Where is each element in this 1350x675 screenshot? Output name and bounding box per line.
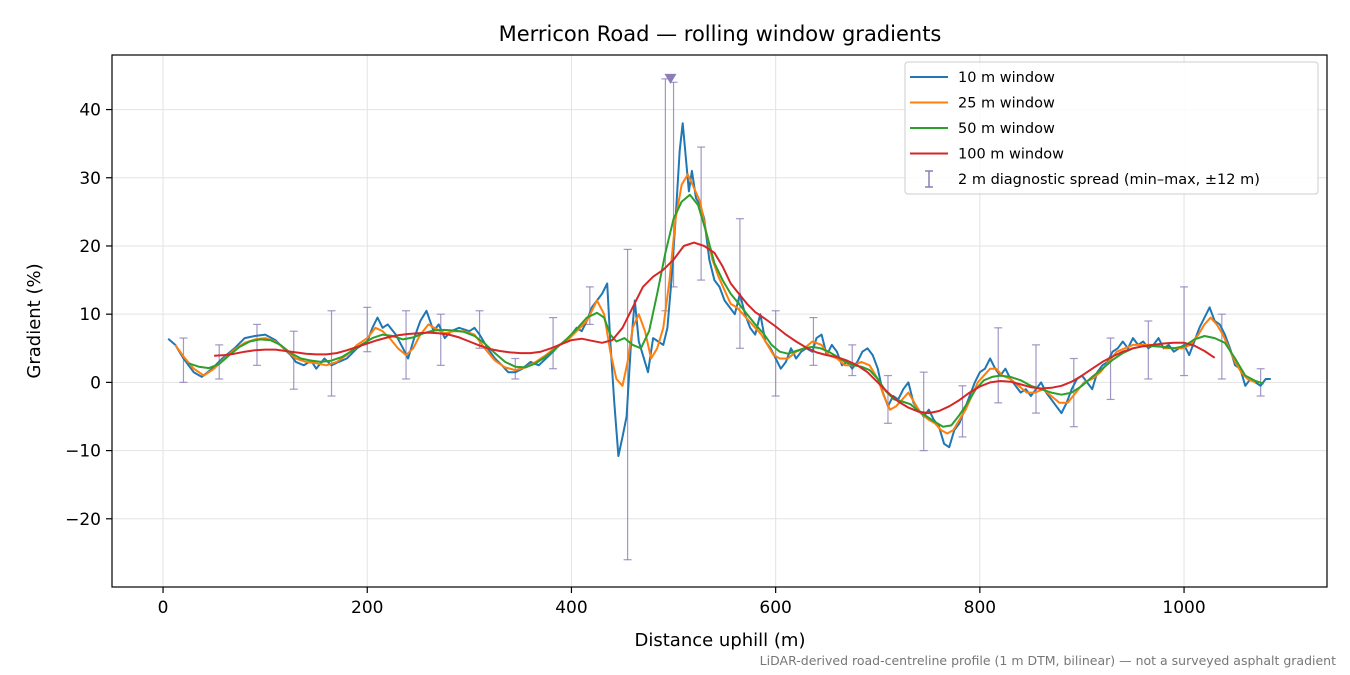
grid-lines xyxy=(112,55,1327,587)
legend-label: 10 m window xyxy=(958,70,1055,86)
legend-item-25-m-window: 25 m window xyxy=(910,96,1055,112)
y-tick-label: 0 xyxy=(90,373,101,393)
x-tick-label: 0 xyxy=(158,598,169,618)
diagnostic-spread-bar xyxy=(919,371,928,452)
diagnostic-spread-bar xyxy=(1217,313,1226,380)
legend-label: 50 m window xyxy=(958,121,1055,137)
legend-item-2-m-diagnostic-spread-min-max-12-m: 2 m diagnostic spread (min–max, ±12 m) xyxy=(925,170,1260,188)
legend-label: 2 m diagnostic spread (min–max, ±12 m) xyxy=(958,172,1260,188)
axis-ticks: 0 200 400 600 800 1000 −20 −10 0 10 20 30 40 xyxy=(65,101,1206,618)
series-line-100-m-window xyxy=(214,241,1216,415)
diagnostic-spread-bar xyxy=(179,337,188,383)
footnote: LiDAR-derived road-centreline profile (1… xyxy=(760,653,1336,668)
y-tick-label: −10 xyxy=(65,442,101,462)
chart-title: Merricon Road — rolling window gradients xyxy=(499,22,942,46)
y-tick-label: 30 xyxy=(79,169,101,189)
peak-marker-triangle xyxy=(664,73,677,84)
plot-frame xyxy=(111,54,1328,588)
legend-item-10-m-window: 10 m window xyxy=(910,70,1055,86)
diagnostic-spread-bar xyxy=(1180,286,1189,377)
diagnostic-spread-bar xyxy=(549,316,558,370)
legend-item-50-m-window: 50 m window xyxy=(910,121,1055,137)
diagnostic-spread-bar xyxy=(402,310,411,380)
y-axis-label: Gradient (%) xyxy=(24,263,45,378)
legend-box xyxy=(904,61,1319,195)
diagnostic-spread-bar xyxy=(1069,357,1078,428)
diagnostic-spread-bar xyxy=(883,374,892,424)
diagnostic-spread-bar xyxy=(771,310,780,397)
diagnostic-spread-bar xyxy=(252,323,261,366)
y-tick-label: −20 xyxy=(65,510,101,530)
x-tick-label: 600 xyxy=(759,598,791,618)
legend-label: 100 m window xyxy=(958,147,1064,163)
diagnostic-spread-bar xyxy=(511,357,520,380)
diagnostic-spread-bar xyxy=(1144,320,1153,380)
diagnostic-spread-bar xyxy=(735,218,744,349)
y-tick-label: 20 xyxy=(79,237,101,257)
legend-label: 25 m window xyxy=(958,96,1055,112)
x-axis-label: Distance uphill (m) xyxy=(635,630,806,651)
legend-item-100-m-window: 100 m window xyxy=(910,147,1064,163)
legend: 10 m window 25 m window 50 m window 100 m w… xyxy=(904,61,1319,195)
x-tick-label: 800 xyxy=(964,598,996,618)
diagnostic-spread-bar xyxy=(1106,337,1115,401)
y-tick-label: 10 xyxy=(79,305,101,325)
y-tick-label: 40 xyxy=(79,101,101,121)
diagnostic-spread-bar xyxy=(585,286,594,326)
diagnostic-spread-bar xyxy=(1032,344,1041,414)
plot-series xyxy=(167,73,1271,561)
diagnostic-spread-bar xyxy=(436,313,445,366)
x-tick-label: 200 xyxy=(351,598,383,618)
diagnostic-spread-bar xyxy=(994,327,1003,404)
x-tick-label: 400 xyxy=(555,598,587,618)
series-line-50-m-window xyxy=(188,193,1265,428)
diagnostic-spread-bar xyxy=(848,344,857,377)
x-tick-label: 1000 xyxy=(1162,598,1205,618)
